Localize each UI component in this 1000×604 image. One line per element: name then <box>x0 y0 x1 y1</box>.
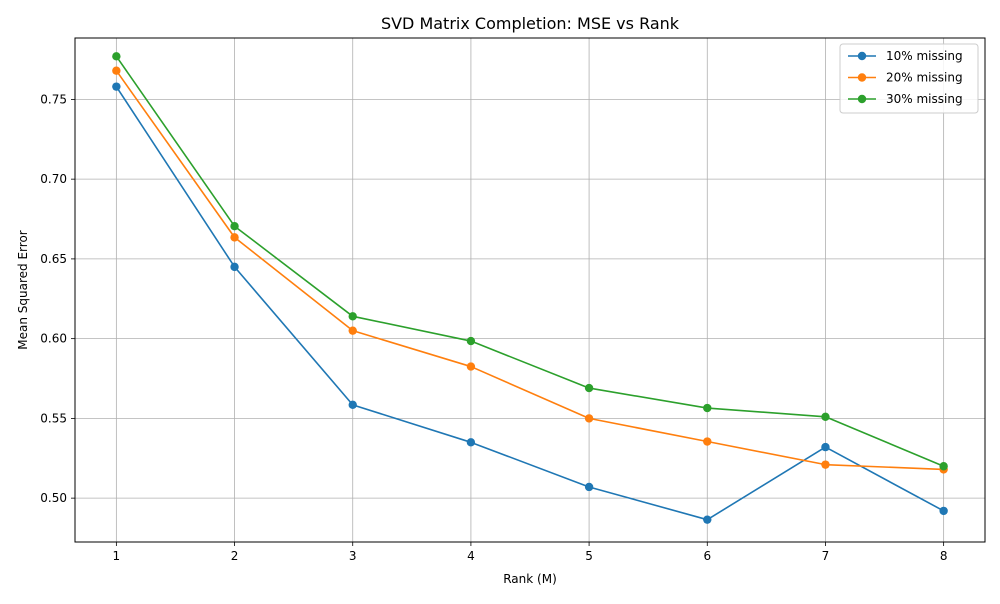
data-series <box>112 52 948 524</box>
x-axis-label: Rank (M) <box>503 572 557 586</box>
data-point <box>821 412 830 421</box>
plot-frame <box>74 37 986 543</box>
x-tick-label: 2 <box>231 549 239 563</box>
legend-item: 30% missing <box>848 92 963 106</box>
x-tick-label: 3 <box>349 549 357 563</box>
series-line <box>115 55 944 467</box>
data-point <box>348 400 357 410</box>
data-point <box>230 262 239 272</box>
y-tick-label: 0.75 <box>40 92 67 106</box>
data-point <box>230 222 239 231</box>
y-tick-label: 0.55 <box>40 411 67 425</box>
y-tick-label: 0.50 <box>40 491 67 505</box>
legend-label: 10% missing <box>886 49 963 63</box>
data-point <box>230 233 239 242</box>
legend-marker <box>857 51 867 61</box>
data-point <box>821 460 830 469</box>
y-tick-label: 0.70 <box>40 172 67 186</box>
x-tick-label: 8 <box>940 549 948 563</box>
legend-item: 10% missing <box>848 49 963 63</box>
series-line <box>115 70 944 471</box>
data-point <box>112 52 121 61</box>
legend-marker <box>857 73 867 82</box>
legend-label: 20% missing <box>886 71 963 85</box>
series-1 <box>112 82 948 524</box>
x-tick-label: 6 <box>703 549 711 563</box>
data-point <box>466 362 476 371</box>
series-3 <box>112 52 948 471</box>
data-point <box>939 506 948 516</box>
data-point <box>703 403 712 413</box>
data-point <box>584 383 594 393</box>
data-point <box>466 438 476 447</box>
legend: 10% missing 20% missing 30% missing <box>839 43 979 114</box>
data-point <box>584 482 594 492</box>
x-tick-label: 1 <box>113 549 121 563</box>
data-point <box>112 66 121 75</box>
x-tick-label: 5 <box>585 549 593 563</box>
data-point <box>466 336 476 346</box>
grid-lines <box>75 38 985 542</box>
data-point <box>939 462 948 471</box>
y-axis-label: Mean Squared Error <box>16 230 30 350</box>
axis-ticks: 1 2 3 4 5 6 7 8 0.50 0.55 0.60 0.65 0.70 0.75 <box>40 92 947 563</box>
series-line <box>115 86 945 521</box>
data-point <box>348 326 357 335</box>
legend-item: 20% missing <box>848 71 963 85</box>
data-point <box>112 82 121 91</box>
y-tick-label: 0.60 <box>40 332 67 346</box>
data-point <box>348 312 357 321</box>
data-point <box>703 515 712 524</box>
y-tick-label: 0.65 <box>40 252 67 266</box>
data-point <box>584 414 594 423</box>
legend-box <box>839 43 979 114</box>
legend-label: 30% missing <box>886 92 963 106</box>
data-point <box>821 442 830 452</box>
data-point <box>703 437 712 446</box>
chart-title: SVD Matrix Completion: MSE vs Rank <box>381 14 680 33</box>
x-tick-label: 7 <box>822 549 830 563</box>
x-tick-label: 4 <box>467 549 475 563</box>
legend-marker <box>857 94 867 104</box>
